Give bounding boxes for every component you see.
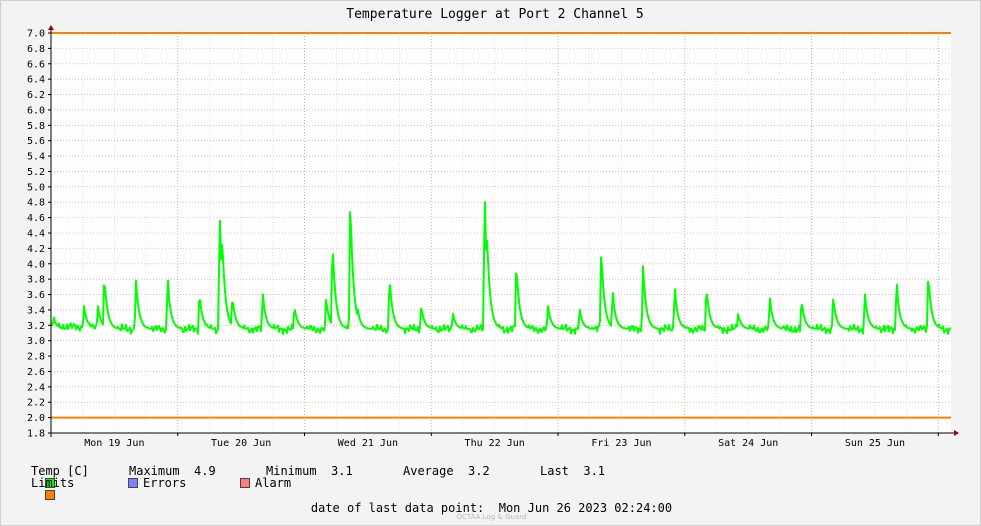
alarm-swatch-icon xyxy=(240,478,250,488)
grid xyxy=(51,33,951,433)
y-tick-label: 3.4 xyxy=(27,305,45,316)
y-tick-label: 6.2 xyxy=(27,90,45,101)
y-tick-label: 3.0 xyxy=(27,336,45,347)
y-axis-arrow-icon xyxy=(48,25,54,30)
y-tick-label: 5.4 xyxy=(27,152,45,163)
y-tick-label: 6.6 xyxy=(27,59,45,70)
limits-swatch-icon xyxy=(44,490,55,500)
y-tick-label: 4.0 xyxy=(27,259,45,270)
x-tick-label: Mon 19 Jun xyxy=(84,438,144,449)
y-tick-label: 5.6 xyxy=(27,136,45,147)
credit-watermark: OCTAA Log & Guard xyxy=(456,513,527,521)
y-tick-label: 2.8 xyxy=(27,352,45,363)
y-tick-label: 7.0 xyxy=(27,29,45,40)
temp-swatch-icon xyxy=(44,478,55,488)
errors-swatch-icon xyxy=(128,478,138,488)
legend-maximum: Maximum 4.9 xyxy=(129,464,216,478)
last-data-point: date of last data point: Mon Jun 26 2023… xyxy=(310,501,673,515)
y-tick-label: 6.8 xyxy=(27,44,45,55)
x-tick-label: Wed 21 Jun xyxy=(338,438,398,449)
y-tick-label: 1.8 xyxy=(27,429,45,440)
x-tick-label: Thu 22 Jun xyxy=(465,438,525,449)
y-tick-label: 5.8 xyxy=(27,121,45,132)
y-tick-label: 6.4 xyxy=(27,75,45,86)
x-tick-label: Fri 23 Jun xyxy=(591,438,651,449)
y-tick-label: 3.2 xyxy=(27,321,45,332)
legend-row-2 xyxy=(16,477,58,513)
legend-minimum: Minimum 3.1 xyxy=(266,464,353,478)
legend-last: Last 3.1 xyxy=(540,464,606,478)
y-tick-label: 3.6 xyxy=(27,290,45,301)
y-tick-label: 2.6 xyxy=(27,367,45,378)
legend-temp-label: Temp [C] xyxy=(31,464,89,478)
x-tick-label: Sat 24 Jun xyxy=(718,438,778,449)
legend-errors-label: Errors xyxy=(143,476,187,490)
y-tick-label: 4.6 xyxy=(27,213,45,224)
y-tick-label: 5.0 xyxy=(27,182,45,193)
x-tick-label: Tue 20 Jun xyxy=(211,438,271,449)
y-tick-label: 4.8 xyxy=(27,198,45,209)
y-tick-label: 2.4 xyxy=(27,382,45,393)
legend-limits-label: Limits xyxy=(31,476,75,490)
y-axis-ticks: 7.0 6.8 6.6 6.4 6.2 6.0 5.8 5.6 5.4 5.2 5.0 4.8 4.6 4… xyxy=(27,29,51,440)
y-tick-label: 2.2 xyxy=(27,398,45,409)
limit-lines xyxy=(51,32,951,419)
axes xyxy=(48,25,959,437)
legend-row-1 xyxy=(16,465,58,501)
y-tick-label: 3.8 xyxy=(27,275,45,286)
y-tick-label: 4.2 xyxy=(27,244,45,255)
x-tick-label: Sun 25 Jun xyxy=(845,438,905,449)
chart-title: Temperature Logger at Port 2 Channel 5 xyxy=(346,7,643,22)
y-tick-label: 4.4 xyxy=(27,229,45,240)
y-tick-label: 5.2 xyxy=(27,167,45,178)
legend-alarm-label: Alarm xyxy=(255,476,292,490)
y-tick-label: 6.0 xyxy=(27,105,45,116)
x-axis-arrow-icon xyxy=(954,430,959,436)
temperature-series-line xyxy=(50,201,952,335)
legend-average: Average 3.2 xyxy=(403,464,490,478)
x-axis-ticks: Mon 19 Jun Tue 20 Jun Wed 21 Jun Thu 22 Jun… xyxy=(84,433,939,449)
y-tick-label: 2.0 xyxy=(27,413,45,424)
